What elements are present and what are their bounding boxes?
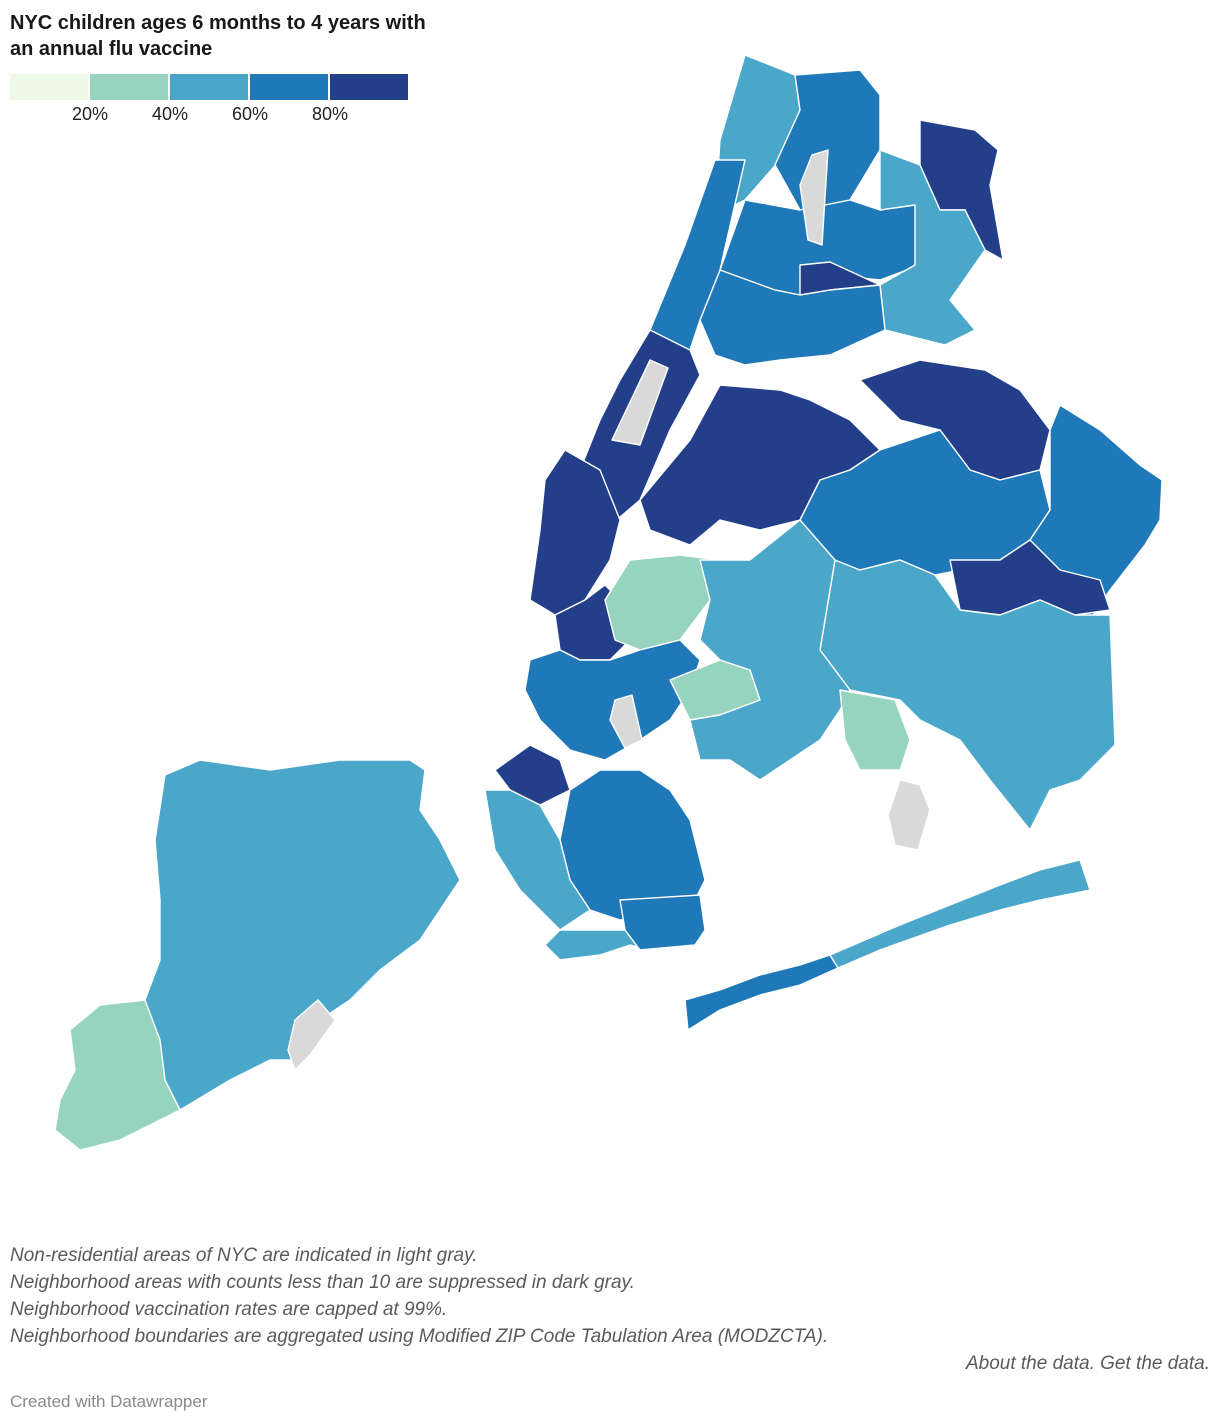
bronx-throgs-neck[interactable] xyxy=(879,149,986,346)
central-park[interactable] xyxy=(611,359,669,446)
brooklyn-coney-island[interactable] xyxy=(484,789,651,961)
brooklyn-south-central[interactable] xyxy=(689,519,851,781)
footnotes: Non-residential areas of NYC are indicat… xyxy=(10,1242,1210,1377)
note-capped: Neighborhood vaccination rates are cappe… xyxy=(10,1299,448,1320)
legend-swatch-80-100 xyxy=(330,74,408,100)
datawrapper-credit[interactable]: Created with Datawrapper xyxy=(10,1392,208,1411)
note-suppressed: Neighborhood areas with counts less than… xyxy=(10,1272,635,1293)
legend-tick-80: 80% xyxy=(311,104,349,124)
data-links: About the data. Get the data. xyxy=(10,1350,1210,1377)
queens-south[interactable] xyxy=(819,559,1116,831)
note-non-residential: Non-residential areas of NYC are indicat… xyxy=(10,1245,478,1266)
legend-swatch-0-20 xyxy=(10,74,88,100)
legend-swatches xyxy=(10,74,410,100)
jfk-airport[interactable] xyxy=(887,779,931,851)
rockaway-west[interactable] xyxy=(684,954,839,1031)
van-cortlandt-park[interactable] xyxy=(799,149,829,246)
note-boundaries: Neighborhood boundaries are aggregated u… xyxy=(10,1326,829,1347)
legend-swatch-20-40 xyxy=(90,74,168,100)
bronx-south[interactable] xyxy=(699,269,886,366)
legend-tick-60: 60% xyxy=(231,104,269,124)
legend-tick-40: 40% xyxy=(151,104,189,124)
prospect-park[interactable] xyxy=(609,694,643,749)
legend-swatch-60-80 xyxy=(250,74,328,100)
map-title: NYC children ages 6 months to 4 years wi… xyxy=(10,12,426,60)
legend-tick-20: 20% xyxy=(71,104,109,124)
rockaway-east[interactable] xyxy=(829,859,1091,969)
get-the-data-link[interactable]: Get the data. xyxy=(1100,1353,1210,1374)
color-legend: 20% 40% 60% 80% xyxy=(10,74,410,128)
brooklyn-brighton[interactable] xyxy=(619,894,706,951)
about-the-data-link[interactable]: About the data. xyxy=(965,1353,1095,1374)
map-regions xyxy=(54,54,1163,1151)
nyc-choropleth-map xyxy=(54,54,1163,1151)
staten-island-south[interactable] xyxy=(54,999,181,1151)
staten-island-great-kills[interactable] xyxy=(287,999,336,1071)
brooklyn-canarsie[interactable] xyxy=(839,689,911,771)
legend-swatch-40-60 xyxy=(170,74,248,100)
